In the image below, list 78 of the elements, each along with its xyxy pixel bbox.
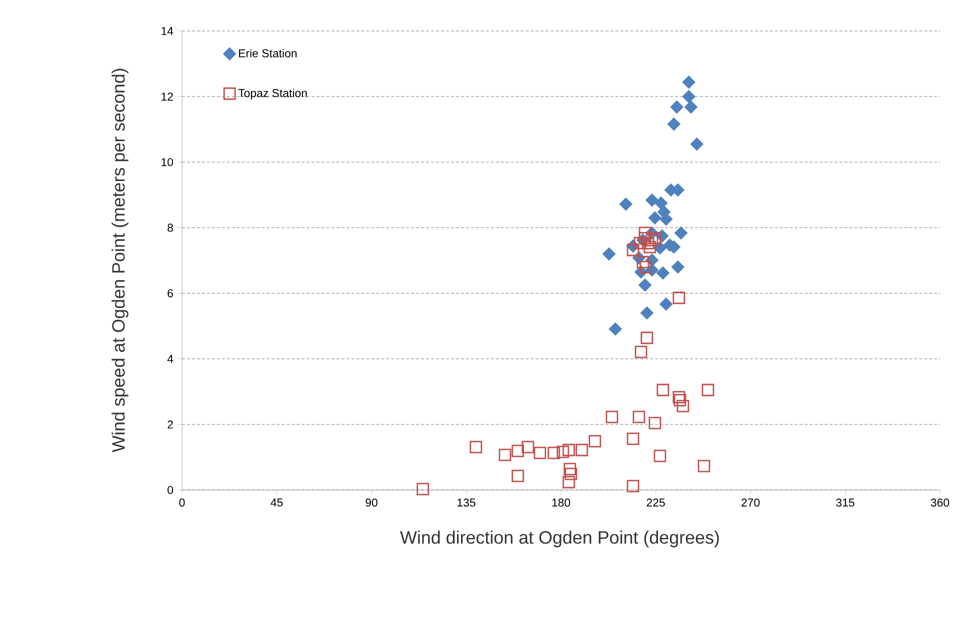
point <box>634 346 648 358</box>
point <box>556 446 570 458</box>
y-tick-label: 12 <box>162 92 173 101</box>
point <box>670 100 684 114</box>
x-tick-label: 180 <box>552 498 570 507</box>
legend-label: Topaz Station <box>238 88 307 100</box>
x-axis-title: Wind direction at Ogden Point (degrees) <box>400 530 719 548</box>
point <box>512 444 524 458</box>
point <box>470 440 482 454</box>
point <box>644 240 656 254</box>
point <box>626 480 640 492</box>
point <box>636 256 650 268</box>
point <box>608 322 622 336</box>
y-axis-title: Wind speed at Ogden Point (meters per second) <box>112 68 128 452</box>
point <box>646 234 658 246</box>
point <box>682 75 696 89</box>
y-tick-label: 6 <box>168 289 173 298</box>
y-tick-label: 2 <box>168 420 173 428</box>
point <box>564 468 578 480</box>
y-tick-label: 4 <box>167 354 174 363</box>
point <box>619 197 633 211</box>
point <box>684 100 698 114</box>
y-tick-label: 10 <box>162 158 174 166</box>
point <box>654 450 666 462</box>
x-tick-label: 135 <box>458 498 476 507</box>
y-tick-label: 14 <box>162 27 174 35</box>
point <box>640 306 654 320</box>
point <box>562 476 575 488</box>
point <box>534 446 546 460</box>
point <box>512 470 524 482</box>
point <box>564 462 576 476</box>
x-tick-label: 45 <box>270 498 283 507</box>
point <box>634 236 646 250</box>
y-tick-label: 8 <box>168 224 173 232</box>
point <box>654 196 668 210</box>
point <box>626 432 640 446</box>
point <box>672 292 686 304</box>
point <box>645 193 659 207</box>
point <box>648 232 662 244</box>
point <box>676 400 690 412</box>
point <box>548 446 560 460</box>
x-tick-label: 0 <box>179 498 185 507</box>
point <box>602 247 616 261</box>
x-tick-label: 90 <box>366 498 378 507</box>
point <box>498 448 512 462</box>
point <box>522 440 534 454</box>
point <box>632 410 646 424</box>
point <box>674 226 688 240</box>
point <box>659 297 673 311</box>
point <box>656 266 670 280</box>
point <box>640 260 652 274</box>
point <box>698 460 710 472</box>
point <box>682 90 696 104</box>
point <box>648 211 662 225</box>
point <box>576 444 588 456</box>
point <box>672 391 686 404</box>
point <box>588 434 602 448</box>
point <box>638 226 652 240</box>
y-tick-label: 0 <box>168 486 174 494</box>
point <box>674 394 686 406</box>
x-tick-label: 360 <box>930 498 950 507</box>
legend-label: Erie Station <box>239 48 297 58</box>
point <box>690 137 704 151</box>
point <box>626 244 640 256</box>
point <box>640 332 654 344</box>
point <box>671 260 685 274</box>
point <box>642 236 654 250</box>
x-tick-label: 270 <box>742 498 760 507</box>
point <box>648 416 662 430</box>
x-tick-label: 315 <box>836 498 854 507</box>
point <box>562 444 575 456</box>
point <box>638 278 652 292</box>
point <box>702 384 714 396</box>
point <box>606 410 618 424</box>
point <box>667 117 681 131</box>
point <box>656 384 670 396</box>
point <box>416 482 430 496</box>
x-tick-label: 225 <box>646 498 665 507</box>
